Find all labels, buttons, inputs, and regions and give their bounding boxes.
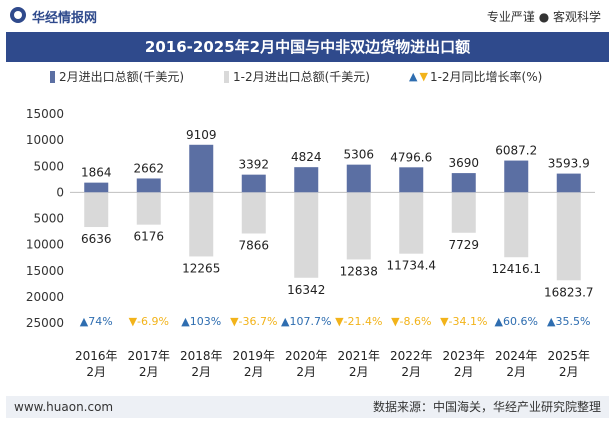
bar-cumulative xyxy=(294,192,319,278)
bar-monthly-label: 5306 xyxy=(343,148,374,162)
x-tick-label-month: 2月 xyxy=(559,365,579,379)
bar-cumulative-label: 6636 xyxy=(81,232,112,246)
x-tick-label-year: 2022年 xyxy=(390,349,433,363)
growth-rate-label: ▲60.6% xyxy=(495,315,538,328)
bar-cumulative-label: 16823.7 xyxy=(544,285,594,299)
bar-monthly xyxy=(346,164,371,193)
bar-monthly-label: 3392 xyxy=(238,158,269,172)
growth-rate-label: ▼-34.1% xyxy=(440,315,487,328)
legend-label-cumulative: 1-2月进出口总额(千美元) xyxy=(233,70,370,84)
bar-monthly-label: 6087.2 xyxy=(495,144,537,158)
bar-monthly xyxy=(294,167,319,193)
header: 华经情报网 专业严谨 ● 客观科学 xyxy=(0,0,615,32)
bar-monthly-label: 3690 xyxy=(448,156,479,170)
bar-cumulative-label: 11734.4 xyxy=(386,259,436,273)
bar-cumulative-label: 12265 xyxy=(182,261,220,275)
legend-item-growth: ▲ ▼ 1-2月同比增长率(%) xyxy=(409,68,542,85)
chart-title: 2016-2025年2月中国与中非双边货物进出口额 xyxy=(6,32,609,62)
footer: www.huaon.com 数据来源：中国海关，华经产业研究院整理 xyxy=(6,396,609,418)
y-tick-label: 15000 xyxy=(26,107,64,121)
growth-rate-label: ▲107.7% xyxy=(281,315,331,328)
bar-cumulative xyxy=(189,192,214,257)
bar-monthly xyxy=(399,167,424,193)
bar-monthly xyxy=(136,178,161,193)
x-tick-label-year: 2023年 xyxy=(442,349,485,363)
legend-label-monthly: 2月进出口总额(千美元) xyxy=(59,70,184,84)
x-tick-label-year: 2024年 xyxy=(495,349,538,363)
x-tick-label-year: 2017年 xyxy=(127,349,170,363)
bar-cumulative xyxy=(84,192,109,228)
x-tick-label-year: 2025年 xyxy=(547,349,590,363)
y-tick-label: 10000 xyxy=(26,133,64,147)
bar-cumulative-label: 7866 xyxy=(238,238,269,252)
bar-cumulative xyxy=(504,192,529,258)
x-tick-label-month: 2月 xyxy=(349,365,369,379)
legend-swatch-dark xyxy=(50,70,55,83)
down-triangle-icon: ▼ xyxy=(419,70,428,83)
bar-cumulative xyxy=(556,192,581,281)
bar-monthly-label: 4824 xyxy=(291,150,322,164)
bar-monthly xyxy=(241,174,266,193)
y-tick-label: 10000 xyxy=(26,238,64,252)
bar-cumulative xyxy=(241,192,266,234)
bar-monthly xyxy=(556,173,581,193)
growth-rate-label: ▼-36.7% xyxy=(230,315,277,328)
bar-monthly xyxy=(504,160,529,193)
bar-monthly xyxy=(451,173,476,193)
bar-monthly xyxy=(189,144,214,193)
y-tick-label: 0 xyxy=(56,185,64,199)
bar-cumulative xyxy=(399,192,424,254)
x-tick-label-year: 2020年 xyxy=(285,349,328,363)
bar-cumulative xyxy=(136,192,161,225)
x-tick-label-month: 2月 xyxy=(244,365,264,379)
growth-rate-label: ▲103% xyxy=(181,315,221,328)
bar-monthly xyxy=(84,182,109,193)
growth-rate-label: ▲74% xyxy=(80,315,113,328)
legend-item-monthly: 2月进出口总额(千美元) xyxy=(50,68,184,85)
brand-name: 华经情报网 xyxy=(32,11,98,26)
bar-cumulative xyxy=(451,192,476,233)
x-tick-label-year: 2016年 xyxy=(75,349,118,363)
x-tick-label-month: 2月 xyxy=(506,365,526,379)
growth-rate-label: ▼-6.9% xyxy=(129,315,169,328)
y-tick-label: 20000 xyxy=(26,290,64,304)
footer-source: 数据来源：中国海关，华经产业研究院整理 xyxy=(372,400,601,414)
legend-swatch-light xyxy=(224,70,229,83)
y-tick-label: 5000 xyxy=(33,159,64,173)
bar-cumulative-label: 12838 xyxy=(340,264,378,278)
growth-rate-label: ▲35.5% xyxy=(547,315,590,328)
x-tick-label-year: 2021年 xyxy=(337,349,380,363)
x-tick-label-year: 2018年 xyxy=(180,349,223,363)
legend: 2月进出口总额(千美元) 1-2月进出口总额(千美元) ▲ ▼ 1-2月同比增长… xyxy=(0,68,615,88)
bar-monthly-label: 9109 xyxy=(186,128,217,142)
x-tick-label-month: 2月 xyxy=(454,365,474,379)
tagline: 专业严谨 ● 客观科学 xyxy=(486,10,601,24)
bar-cumulative-label: 12416.1 xyxy=(491,262,541,276)
bar-monthly-label: 2662 xyxy=(133,161,164,175)
bar-monthly-label: 3593.9 xyxy=(548,157,590,171)
x-tick-label-year: 2019年 xyxy=(232,349,275,363)
x-tick-label-month: 2月 xyxy=(86,365,106,379)
bar-cumulative-label: 6176 xyxy=(133,230,164,244)
legend-label-growth: 1-2月同比增长率(%) xyxy=(429,70,543,84)
up-triangle-icon: ▲ xyxy=(409,70,418,83)
bar-monthly-label: 1864 xyxy=(81,166,112,180)
y-tick-label: 25000 xyxy=(26,316,64,330)
bar-cumulative xyxy=(346,192,371,260)
growth-rate-label: ▼-21.4% xyxy=(335,315,382,328)
y-tick-label: 5000 xyxy=(33,212,64,226)
bar-monthly-label: 4796.6 xyxy=(390,150,432,164)
y-tick-label: 15000 xyxy=(26,264,64,278)
growth-rate-label: ▼-8.6% xyxy=(391,315,431,328)
x-tick-label-month: 2月 xyxy=(296,365,316,379)
x-tick-label-month: 2月 xyxy=(191,365,211,379)
bar-cumulative-label: 7729 xyxy=(448,238,479,252)
bar-cumulative-label: 16342 xyxy=(287,283,325,297)
x-tick-label-month: 2月 xyxy=(401,365,421,379)
logo-icon xyxy=(10,7,26,23)
x-tick-label-month: 2月 xyxy=(139,365,159,379)
legend-item-cumulative: 1-2月进出口总额(千美元) xyxy=(224,68,370,85)
footer-website: www.huaon.com xyxy=(14,400,114,414)
